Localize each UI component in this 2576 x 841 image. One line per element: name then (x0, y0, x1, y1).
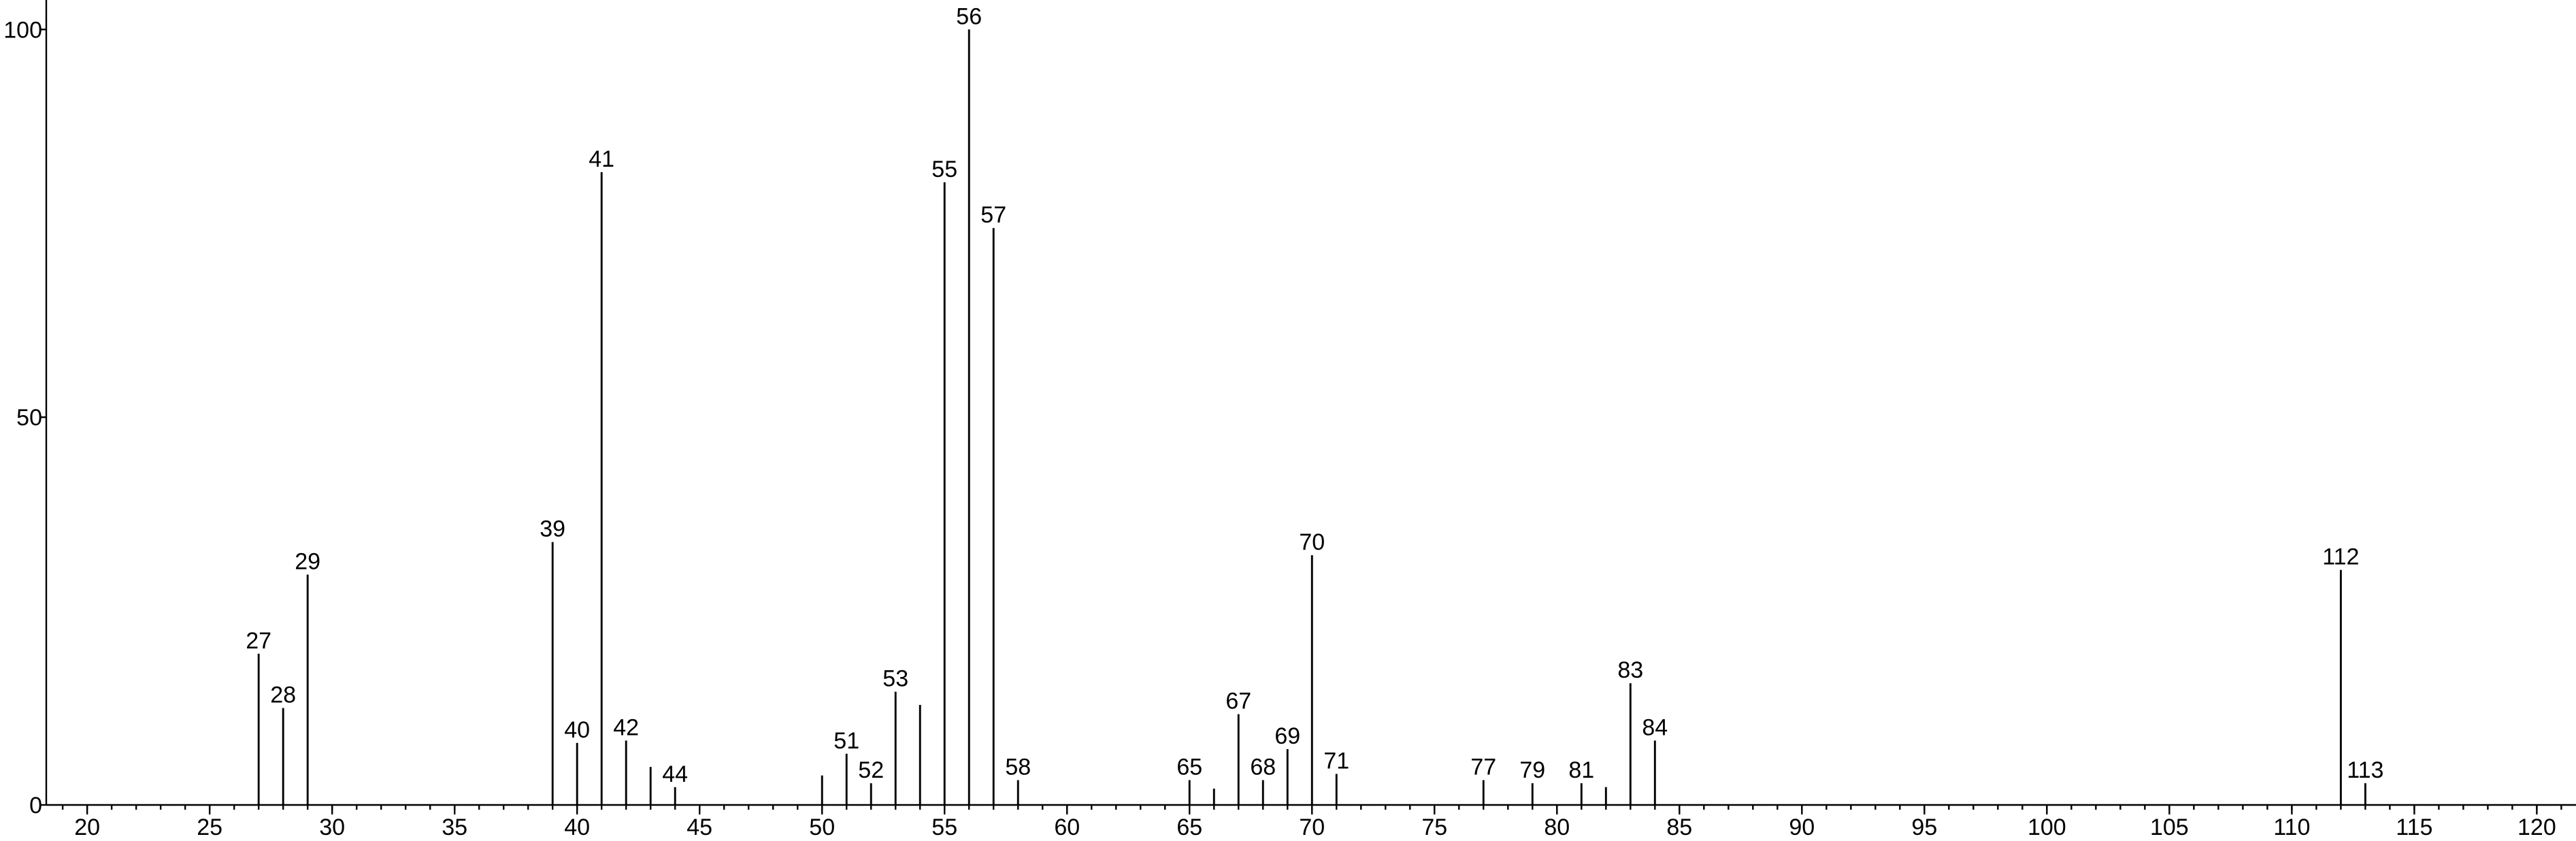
peak-label: 28 (270, 682, 296, 708)
peak-label: 42 (613, 714, 639, 740)
x-tick-label: 75 (1421, 814, 1447, 840)
x-tick-label: 90 (1789, 814, 1815, 840)
peak-label: 69 (1274, 723, 1300, 749)
x-tick-label: 80 (1544, 814, 1570, 840)
x-tick-label: 25 (197, 814, 222, 840)
x-tick-label: 95 (1911, 814, 1937, 840)
x-tick-label: 45 (687, 814, 712, 840)
y-tick-label: 100 (3, 17, 42, 43)
x-tick-label: 115 (2396, 814, 2432, 840)
peak-label: 44 (662, 761, 688, 787)
x-tick-label: 35 (442, 814, 467, 840)
x-tick-label: 70 (1299, 814, 1325, 840)
peak-label: 70 (1299, 529, 1325, 555)
peak-label: 67 (1225, 689, 1251, 714)
peak-label: 27 (246, 628, 271, 654)
peak-label: 83 (1617, 657, 1643, 683)
x-tick-label: 100 (2028, 814, 2066, 840)
peak-label: 29 (295, 549, 320, 575)
peak-label: 77 (1470, 755, 1496, 780)
x-tick-label: 110 (2273, 814, 2310, 840)
peak-label: 112 (2322, 544, 2359, 570)
peak-label: 52 (858, 757, 884, 783)
peak-label: 113 (2347, 757, 2383, 783)
x-tick-label: 60 (1054, 814, 1080, 840)
peak-label: 79 (1519, 757, 1545, 783)
peak-label: 84 (1642, 714, 1668, 740)
x-tick-label: 85 (1666, 814, 1692, 840)
peak-label: 81 (1568, 757, 1594, 783)
x-tick-label: 55 (931, 814, 957, 840)
peak-label: 41 (589, 146, 614, 172)
x-tick-label: 20 (74, 814, 100, 840)
peak-label: 53 (882, 666, 908, 692)
peak-label: 51 (833, 728, 859, 754)
y-tick-label: 50 (16, 405, 42, 431)
x-tick-label: 65 (1176, 814, 1202, 840)
x-tick-label: 30 (319, 814, 345, 840)
peak-label: 39 (540, 516, 565, 542)
peak-label: 68 (1250, 755, 1276, 780)
x-tick-label: 40 (564, 814, 590, 840)
x-tick-label: 120 (2517, 814, 2556, 840)
x-tick-label: 105 (2150, 814, 2189, 840)
peak-label: 58 (1005, 755, 1031, 780)
x-tick-label: 50 (809, 814, 835, 840)
peak-label: 65 (1176, 755, 1202, 780)
peak-label: 56 (956, 3, 982, 29)
peak-label: 40 (564, 717, 590, 743)
peak-label: 55 (931, 156, 957, 182)
peak-label: 57 (980, 202, 1006, 228)
y-tick-label: 0 (29, 793, 42, 819)
peak-label: 71 (1323, 748, 1349, 774)
